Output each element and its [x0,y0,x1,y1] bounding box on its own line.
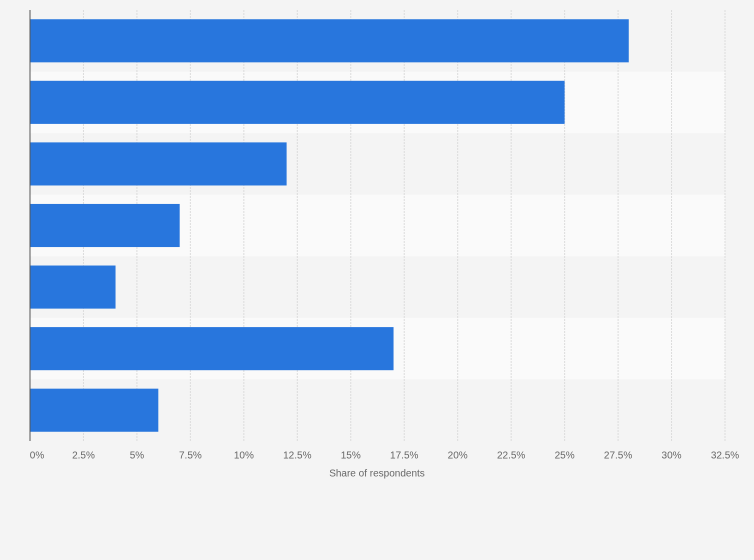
bar [30,203,180,248]
bar [30,388,159,432]
x-tick-label: 27.5% [604,451,632,462]
bar [30,142,287,186]
x-axis-label: Share of respondents [329,469,425,480]
x-tick-label: 17.5% [390,451,418,462]
x-tick-label: 25% [555,451,575,462]
x-tick-label: 2.5% [72,451,95,462]
x-tick-label: 10% [234,451,254,462]
x-tick-label: 22.5% [497,451,525,462]
bar [30,80,565,124]
x-tick-label: 20% [448,451,468,462]
x-tick-label: 12.5% [283,451,311,462]
bar [30,327,394,371]
x-tick-label: 15% [341,451,361,462]
x-tick-label: 30% [662,451,682,462]
x-tick-label: 5% [130,451,145,462]
x-tick-label: 7.5% [179,451,202,462]
bar [30,265,116,309]
x-tick-label: 0% [30,451,45,462]
x-tick-label: 32.5% [711,451,739,462]
bar [30,19,629,63]
